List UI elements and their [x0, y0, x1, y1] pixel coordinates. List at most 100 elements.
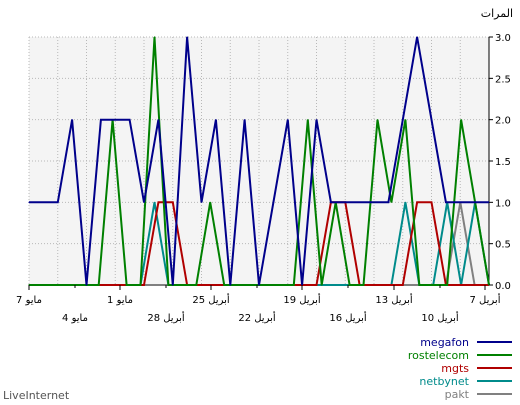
data-point-pakt	[157, 284, 159, 286]
x-tick-label: 1 مايو	[107, 295, 133, 306]
data-point-megafon	[459, 201, 461, 203]
data-point-megafon	[272, 201, 274, 203]
data-point-megafon	[402, 119, 404, 121]
data-point-rostelecom	[84, 284, 86, 286]
data-point-mgts	[402, 284, 404, 286]
data-point-rostelecom	[404, 119, 406, 121]
data-point-megafon	[344, 201, 346, 203]
y-tick-label: 0.0	[495, 281, 511, 292]
data-point-mgts	[157, 201, 159, 203]
data-point-rostelecom	[139, 284, 142, 286]
x-tick-label: 13 أبريل	[375, 293, 413, 306]
data-point-megafon	[85, 284, 88, 286]
legend-item-rostelecom: rostelecom	[408, 349, 512, 362]
legend-item-netbynet: netbynet	[419, 375, 512, 388]
y-tick-label: 2.5	[495, 74, 511, 85]
legend-label: mgts	[441, 362, 469, 375]
data-point-rostelecom	[42, 284, 44, 286]
data-point-megafon	[229, 284, 231, 286]
x-axis-ticks: 7 مايو 1 مايو 25 أبريل 19 أبريل 13 أبريل 7 أب…	[16, 285, 501, 324]
data-point-megafon	[430, 119, 433, 121]
y-tick-label: 1.5	[495, 157, 511, 168]
legend-item-megafon: megafon	[420, 336, 512, 349]
data-point-megafon	[387, 201, 389, 203]
data-point-megafon	[100, 119, 102, 121]
y-tick-label: 3.0	[495, 33, 511, 44]
data-point-rostelecom	[376, 119, 379, 121]
data-point-megafon	[445, 201, 447, 203]
data-point-mgts	[172, 201, 174, 203]
data-point-megafon	[42, 201, 45, 203]
data-point-netbynet	[404, 201, 406, 203]
data-point-megafon	[474, 201, 476, 203]
data-point-mgts	[100, 284, 102, 286]
data-point-megafon	[172, 284, 174, 286]
data-point-netbynet	[153, 201, 156, 203]
data-point-rostelecom	[293, 284, 295, 286]
x-tick-label: 7 أبريل	[470, 293, 501, 306]
data-point-mgts	[387, 284, 389, 286]
data-point-rostelecom	[126, 284, 128, 286]
data-point-rostelecom	[279, 284, 281, 286]
x-tick-label: 19 أبريل	[283, 293, 321, 306]
data-point-rostelecom	[223, 284, 225, 286]
data-point-rostelecom	[195, 284, 197, 286]
x-tick-label: 10 أبريل	[421, 311, 459, 324]
data-point-rostelecom	[321, 284, 323, 286]
y-tick-label: 2.0	[495, 116, 511, 127]
legend-label: netbynet	[419, 375, 469, 388]
x-tick-label: 28 أبريل	[147, 311, 185, 324]
y-axis-title: المرات	[481, 7, 513, 20]
data-point-rostelecom	[307, 119, 309, 121]
data-point-megafon	[57, 201, 59, 203]
data-point-megafon	[215, 119, 217, 121]
data-point-rostelecom	[237, 284, 239, 286]
data-point-megafon	[258, 284, 260, 286]
data-point-rostelecom	[209, 201, 211, 203]
x-tick-label: 16 أبريل	[329, 311, 367, 324]
data-point-rostelecom	[362, 284, 365, 286]
data-point-mgts	[474, 284, 476, 286]
data-point-mgts	[315, 284, 318, 286]
data-point-mgts	[143, 284, 145, 286]
data-point-megafon	[157, 119, 159, 121]
data-point-rostelecom	[446, 284, 448, 286]
legend-label: pakt	[445, 388, 470, 401]
data-point-rostelecom	[251, 284, 253, 286]
data-point-megafon	[416, 36, 418, 38]
data-point-mgts	[373, 284, 375, 286]
data-point-rostelecom	[460, 119, 462, 121]
series-megafon	[28, 36, 490, 286]
y-axis-ticks: 0.0 0.5 1.0 1.5 2.0 2.5 3.0	[489, 33, 511, 292]
data-point-megafon	[244, 119, 246, 121]
liveinternet-brand: LiveInternet	[3, 389, 70, 402]
data-point-rostelecom	[181, 284, 183, 286]
y-tick-label: 0.5	[495, 240, 511, 251]
x-tick-label: 25 أبريل	[192, 293, 230, 306]
data-point-megafon	[315, 119, 318, 121]
data-point-rostelecom	[167, 284, 169, 286]
legend-label: megafon	[420, 336, 469, 349]
data-point-mgts	[215, 284, 217, 286]
legend-item-mgts: mgts	[441, 362, 512, 375]
legend-item-pakt: pakt	[445, 388, 512, 401]
series-layer	[28, 36, 490, 286]
data-point-megafon	[200, 201, 203, 203]
data-point-mgts	[114, 284, 116, 286]
data-point-rostelecom	[153, 36, 156, 38]
data-point-megafon	[186, 36, 188, 38]
data-point-rostelecom	[56, 284, 58, 286]
data-point-mgts	[416, 201, 418, 203]
data-point-megafon	[287, 119, 289, 121]
data-point-megafon	[143, 201, 145, 203]
data-point-megafon	[28, 201, 30, 203]
data-point-netbynet	[335, 284, 337, 286]
data-point-rostelecom	[98, 284, 100, 286]
data-point-rostelecom	[390, 201, 392, 203]
data-point-megafon	[71, 119, 73, 121]
data-point-rostelecom	[432, 284, 434, 286]
data-point-mgts	[430, 201, 433, 203]
x-tick-label: 7 مايو	[16, 295, 42, 306]
